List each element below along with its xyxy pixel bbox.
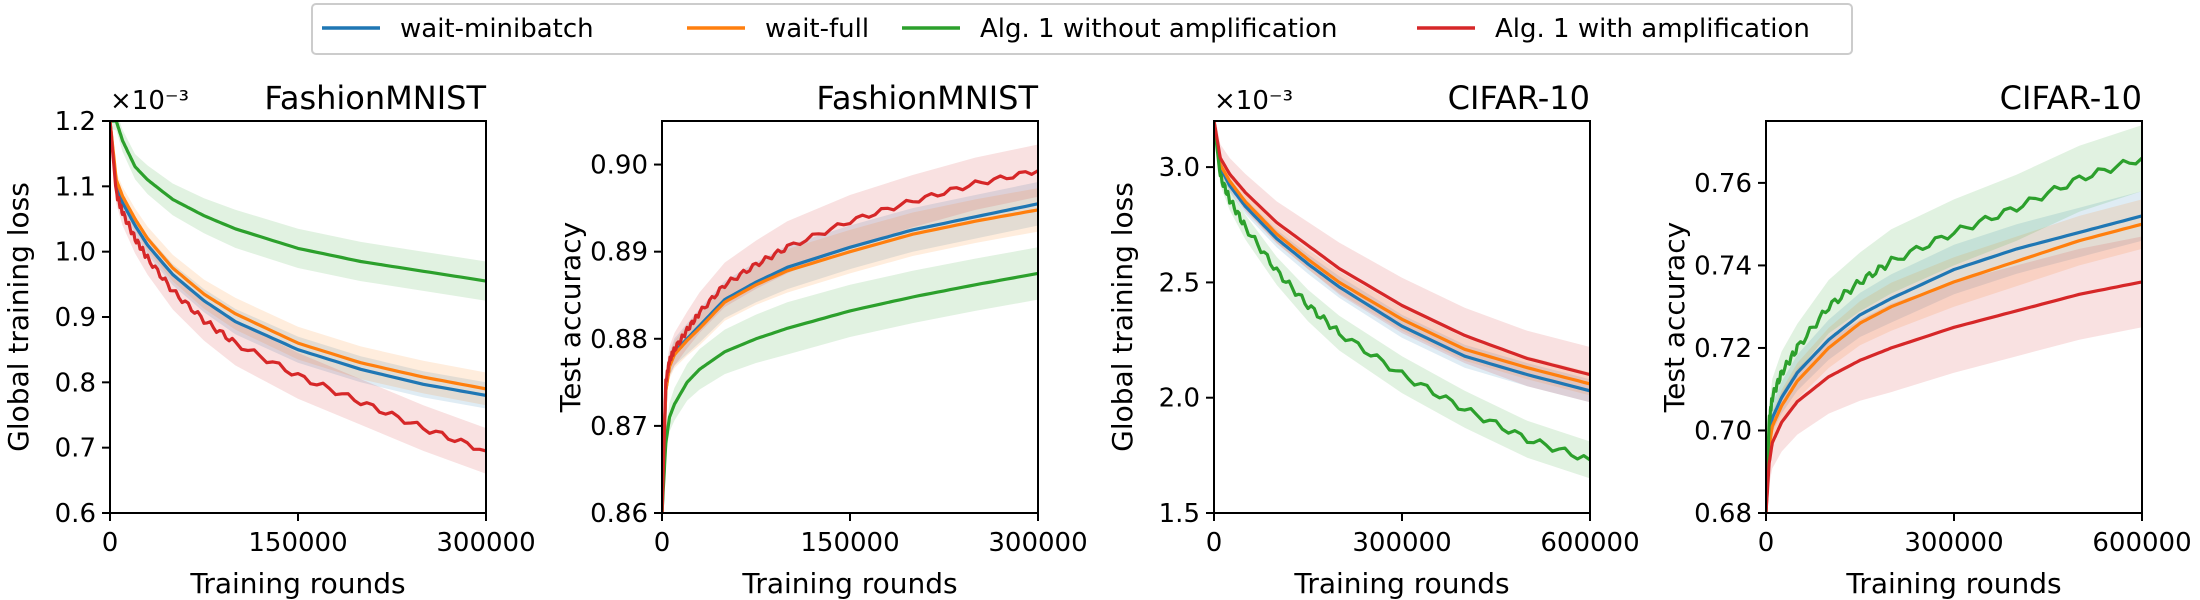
series-band <box>110 121 486 474</box>
chart-panel: 1.5 2.0 2.5 3.0 0 300000 600000 Training rounds… <box>1106 79 1640 600</box>
y-tick-label: 0.8 <box>55 368 96 398</box>
x-axis-label: Training rounds <box>189 567 405 600</box>
y-tick-label: 0.88 <box>590 325 648 355</box>
plot-area <box>1214 121 1590 479</box>
plot-area <box>1766 125 2142 513</box>
series-line <box>110 121 486 391</box>
y-tick-label: 0.89 <box>590 238 648 268</box>
plot-area <box>662 144 1038 513</box>
legend-label: wait-minibatch <box>400 14 594 44</box>
series-band <box>1766 199 2142 513</box>
series-band <box>1214 121 1590 403</box>
y-tick-label: 0.68 <box>1694 499 1752 529</box>
y-axis-label: Global training loss <box>1106 182 1139 452</box>
y-tick-label: 0.9 <box>55 303 96 333</box>
series-band <box>662 247 1038 513</box>
legend-item: wait-minibatch <box>322 14 594 44</box>
panel-title: CIFAR-10 <box>2000 79 2142 117</box>
series-line <box>1214 121 1590 386</box>
y-tick-label: 1.0 <box>55 238 96 268</box>
y-tick-label: 0.87 <box>590 412 648 442</box>
y-axis-label: Global training loss <box>2 182 35 452</box>
y-tick-label: 0.70 <box>1694 416 1752 446</box>
series-line <box>1214 121 1590 462</box>
x-tick-label: 300000 <box>436 528 535 558</box>
x-axis-label: Training rounds <box>741 567 957 600</box>
series-line <box>110 121 486 397</box>
y-tick-label: 0.76 <box>1694 169 1752 199</box>
x-tick-label: 600000 <box>2092 528 2191 558</box>
y-tick-label: 3.0 <box>1159 153 1200 183</box>
x-tick-label: 300000 <box>1904 528 2003 558</box>
series-line <box>110 121 486 453</box>
series-band <box>1214 121 1590 396</box>
x-tick-label: 150000 <box>248 528 347 558</box>
x-axis-label: Training rounds <box>1845 567 2061 600</box>
x-axis-label: Training rounds <box>1293 567 1509 600</box>
y-tick-label: 0.74 <box>1694 251 1752 281</box>
panel-title: CIFAR-10 <box>1448 79 1590 117</box>
x-tick-label: 0 <box>102 528 119 558</box>
series-line <box>1766 222 2142 513</box>
y-tick-label: 2.5 <box>1159 268 1200 298</box>
series-line <box>1766 156 2142 513</box>
y-tick-label: 0.7 <box>55 434 96 464</box>
series-band <box>1766 191 2142 513</box>
series-line <box>1766 214 2142 513</box>
series-line <box>662 271 1038 513</box>
legend-frame <box>311 3 1853 55</box>
legend-item: Alg. 1 with amplification <box>1417 14 1810 44</box>
y-tick-label: 0.6 <box>55 499 96 529</box>
series-band <box>1766 236 2142 513</box>
x-tick-label: 150000 <box>800 528 899 558</box>
y-tick-label: 0.72 <box>1694 334 1752 364</box>
series-line <box>662 169 1038 513</box>
legend-item: wait-full <box>687 14 869 44</box>
series-band <box>1766 125 2142 513</box>
series-band <box>110 121 486 301</box>
chart-panel: 0.68 0.70 0.72 0.74 0.76 0 300000 600000 Trainin… <box>1658 79 2192 600</box>
y-tick-label: 0.90 <box>590 151 648 181</box>
chart-panel: 0.6 0.7 0.8 0.9 1.0 1.1 1.2 0 150000 300000 Traini… <box>2 79 536 600</box>
x-tick-label: 300000 <box>988 528 1087 558</box>
legend-label: Alg. 1 with amplification <box>1495 14 1810 44</box>
series-line <box>110 121 486 283</box>
y-offset-label: ×10⁻³ <box>110 86 189 116</box>
y-tick-label: 1.2 <box>55 107 96 137</box>
chart-panel: 0.86 0.87 0.88 0.89 0.90 0 150000 300000 Trainin… <box>554 79 1088 600</box>
y-tick-label: 1.1 <box>55 172 96 202</box>
y-axis-label: Test accuracy <box>554 222 587 413</box>
x-tick-label: 600000 <box>1540 528 1639 558</box>
legend: wait-minibatch wait-full Alg. 1 without am… <box>311 3 1853 55</box>
y-axis-label: Test accuracy <box>1658 222 1691 413</box>
series-line <box>1214 121 1590 393</box>
legend-label: Alg. 1 without amplification <box>980 14 1337 44</box>
legend-label: wait-full <box>765 14 869 44</box>
x-tick-label: 0 <box>1206 528 1223 558</box>
panel-title: FashionMNIST <box>264 79 486 117</box>
x-tick-label: 0 <box>1758 528 1775 558</box>
legend-item: Alg. 1 without amplification <box>902 14 1337 44</box>
x-tick-label: 300000 <box>1352 528 1451 558</box>
series-band <box>1214 121 1590 479</box>
series-band <box>662 144 1038 513</box>
panel-title: FashionMNIST <box>816 79 1038 117</box>
y-offset-label: ×10⁻³ <box>1214 86 1293 116</box>
y-tick-label: 1.5 <box>1159 499 1200 529</box>
y-tick-label: 0.86 <box>590 499 648 529</box>
series-line <box>1214 121 1590 377</box>
series-band <box>662 188 1038 513</box>
plot-area <box>110 121 486 474</box>
x-tick-label: 0 <box>654 528 671 558</box>
panels: 0.6 0.7 0.8 0.9 1.0 1.1 1.2 0 150000 300000 Traini… <box>2 79 2192 600</box>
y-tick-label: 2.0 <box>1159 384 1200 414</box>
series-line <box>1766 280 2142 513</box>
